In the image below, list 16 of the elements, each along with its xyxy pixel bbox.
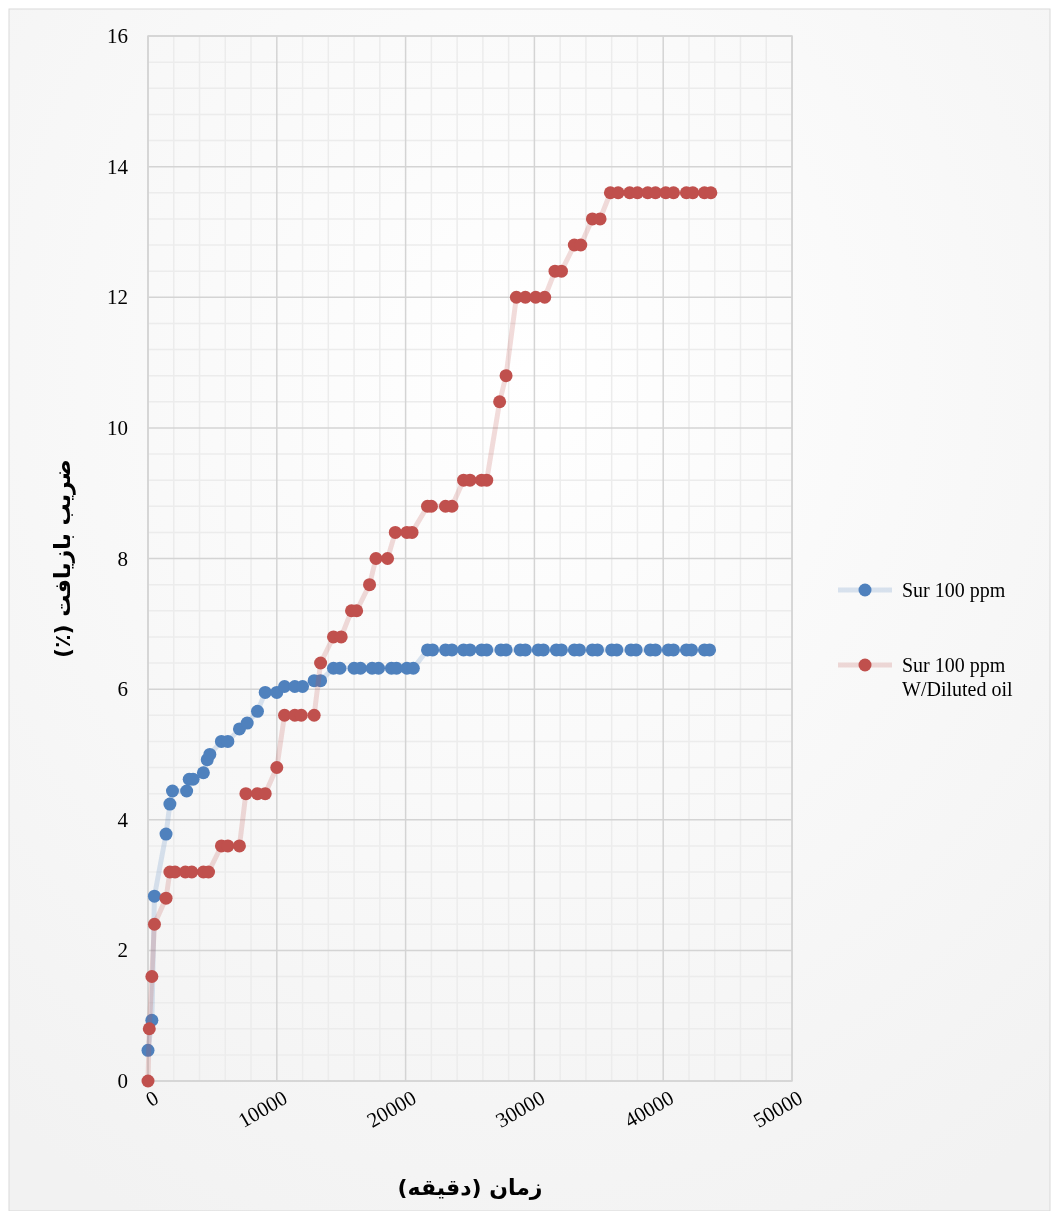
- x-tick-label: 0: [141, 1085, 163, 1112]
- y-tick-label: 12: [107, 285, 128, 310]
- legend-label: Sur 100 ppm: [902, 579, 1006, 602]
- y-tick-label: 6: [117, 677, 128, 702]
- legend-label: Sur 100 ppm W/Diluted oil: [902, 654, 1013, 700]
- y-tick-label: 8: [117, 546, 128, 571]
- y-tick-label: 4: [117, 807, 129, 832]
- y-tick-label: 16: [107, 24, 128, 48]
- y-tick-label: 0: [117, 1069, 128, 1093]
- y-tick-label: 14: [107, 154, 129, 179]
- y-axis-title: ضریب بازیافت (٪): [50, 459, 76, 658]
- x-axis-title: زمان (دقیقه): [397, 1175, 543, 1200]
- y-tick-label: 2: [117, 938, 128, 963]
- x-tick-label: 10000: [233, 1085, 292, 1133]
- y-tick-label: 10: [107, 415, 128, 440]
- x-tick-label: 40000: [620, 1085, 678, 1133]
